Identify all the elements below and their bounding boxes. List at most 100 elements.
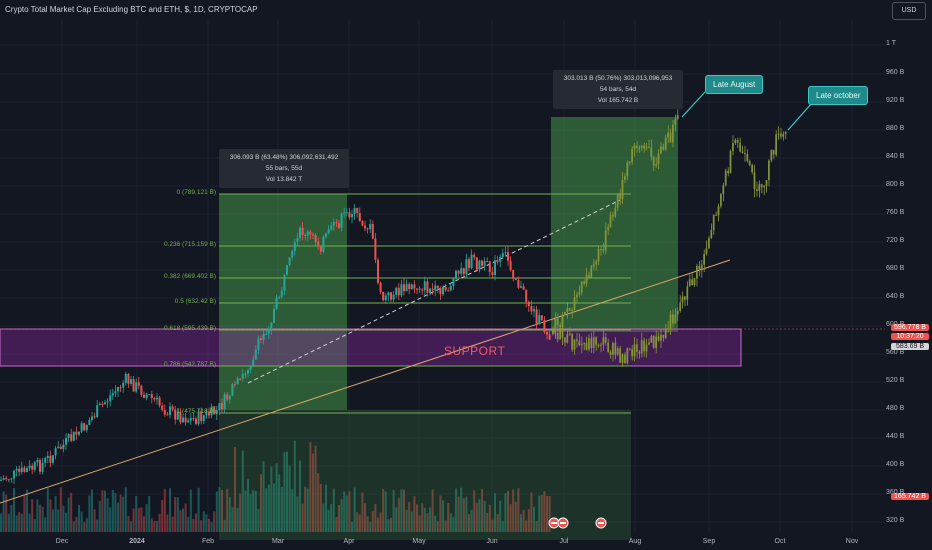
projection-body	[583, 281, 585, 284]
candle-body	[468, 259, 470, 269]
volume-bar	[535, 520, 538, 532]
volume-bar	[499, 500, 502, 532]
projection-body	[727, 170, 729, 174]
candle-body	[18, 468, 21, 473]
candle-body	[41, 462, 44, 472]
volume-bar	[434, 515, 437, 532]
projection-body	[612, 214, 614, 217]
volume-bar	[148, 496, 151, 532]
projection-body	[751, 165, 753, 173]
fib-label: 0.236 (715.159 B)	[163, 241, 216, 248]
volume-bar	[23, 494, 26, 532]
volume-bar	[364, 503, 366, 532]
candle-body	[431, 288, 434, 291]
projection-body	[568, 333, 571, 335]
candle-body	[371, 224, 374, 239]
candle-body	[65, 437, 67, 445]
projection-body	[633, 145, 636, 149]
volume-bar	[423, 507, 426, 532]
projection-body	[628, 161, 631, 163]
candle-body	[325, 233, 327, 237]
volume-bar	[153, 520, 156, 532]
candle-body	[265, 333, 268, 335]
candle-body	[301, 227, 304, 235]
candle-body	[457, 270, 460, 274]
volume-bar	[169, 488, 171, 532]
volume-bar	[143, 516, 145, 532]
candle-body	[143, 394, 145, 398]
candle-body	[202, 415, 205, 422]
volume-bar	[176, 497, 179, 532]
volume-bar	[5, 494, 8, 532]
projection-body	[720, 193, 722, 207]
candle-body	[403, 284, 405, 292]
volume-bar	[416, 504, 418, 532]
volume-bar	[65, 512, 67, 532]
candle-body	[278, 297, 281, 299]
volume-bar	[140, 507, 143, 532]
projection-body	[614, 342, 617, 355]
projection-body	[607, 226, 609, 231]
volume-bar	[208, 518, 210, 532]
price-tick: 480 B	[886, 405, 905, 412]
candle-body	[236, 378, 239, 385]
candle-body	[306, 231, 309, 236]
candle-body	[408, 284, 411, 290]
volume-bar	[418, 515, 421, 532]
candle-body	[109, 395, 112, 402]
projection-body	[588, 338, 590, 350]
callout-late-october[interactable]: Late october	[808, 86, 869, 105]
projection-body	[626, 162, 629, 177]
candle-body	[405, 284, 408, 292]
event-marker	[557, 517, 569, 529]
fib-label: 0.786 (542.787 B)	[163, 361, 216, 368]
volume-bar	[533, 507, 535, 532]
volume-bar	[546, 496, 548, 532]
volume-bar	[413, 496, 416, 532]
fib-label: 0.618 (595.439 B)	[163, 325, 216, 332]
volume-bar	[501, 521, 504, 532]
measure-zones	[0, 117, 742, 540]
volume-bar	[226, 488, 229, 532]
candle-countdown: 10:37:20	[891, 333, 929, 340]
candle-body	[85, 424, 88, 431]
candle-body	[395, 287, 398, 295]
candle-body	[210, 406, 213, 416]
candle-body	[488, 261, 491, 273]
event-marker	[595, 517, 607, 529]
price-tick: 520 B	[886, 377, 905, 384]
candle-body	[304, 234, 307, 236]
projection-body	[708, 238, 710, 249]
candle-body	[455, 270, 457, 279]
volume-bar	[70, 492, 73, 532]
projection-body	[703, 253, 705, 265]
callout-late-august[interactable]: Late August	[705, 75, 764, 94]
time-tick: Sep	[702, 538, 716, 545]
volume-bar	[122, 496, 125, 532]
projection-body	[576, 339, 578, 342]
projection-body	[693, 278, 696, 286]
candle-body	[192, 418, 195, 420]
volume-bar	[67, 497, 70, 532]
candle-body	[538, 315, 541, 324]
volume-bar	[239, 493, 242, 532]
candle-body	[33, 462, 36, 470]
volume-bar	[78, 504, 80, 532]
candle-body	[46, 455, 49, 459]
projection-body	[626, 348, 629, 363]
projection-body	[688, 279, 691, 287]
candle-body	[374, 238, 377, 260]
candle-body	[413, 284, 416, 289]
currency-button[interactable]: USD	[892, 2, 926, 20]
projection-body	[674, 314, 677, 324]
time-tick: Jul	[559, 538, 569, 545]
projection-body	[628, 348, 631, 350]
projection-body	[648, 146, 650, 148]
projection-body	[602, 337, 605, 345]
projection-body	[561, 328, 564, 338]
projection-body	[580, 343, 583, 346]
volume-bar	[221, 490, 223, 532]
candle-body	[452, 278, 455, 287]
volume-bar	[335, 516, 338, 532]
